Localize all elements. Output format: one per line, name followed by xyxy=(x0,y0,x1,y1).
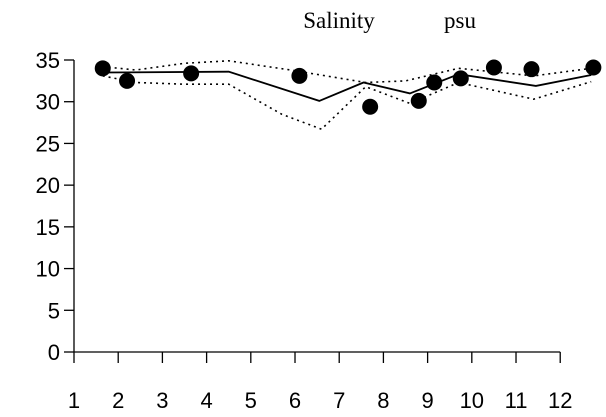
chart-unit: psu xyxy=(444,8,476,33)
x-tick-label-4: 4 xyxy=(200,388,212,413)
y-tick-label-10: 10 xyxy=(36,257,60,282)
y-tick-label-25: 25 xyxy=(36,131,60,156)
x-tick-label-1: 1 xyxy=(68,388,80,413)
x-tick-label-9: 9 xyxy=(421,388,433,413)
x-tick-label-2: 2 xyxy=(112,388,124,413)
y-tick-label-30: 30 xyxy=(36,90,60,115)
data-point-8 xyxy=(485,59,502,76)
series-line-solid xyxy=(102,70,592,102)
series-layer xyxy=(102,59,592,131)
data-point-9 xyxy=(523,61,540,78)
x-tick-label-8: 8 xyxy=(377,388,389,413)
x-tick-label-7: 7 xyxy=(333,388,345,413)
data-point-0 xyxy=(94,60,111,77)
data-point-4 xyxy=(362,98,379,115)
data-point-5 xyxy=(410,92,427,109)
points-layer xyxy=(94,59,602,115)
data-point-10 xyxy=(585,59,602,76)
x-tick-label-10: 10 xyxy=(460,388,484,413)
data-point-7 xyxy=(452,70,469,87)
data-point-1 xyxy=(119,72,136,89)
y-tick-label-15: 15 xyxy=(36,215,60,240)
chart-title: Salinity xyxy=(303,8,375,33)
y-tick-label-0: 0 xyxy=(48,340,60,365)
data-point-2 xyxy=(183,65,200,82)
x-tick-label-11: 11 xyxy=(505,388,528,413)
x-tick-label-6: 6 xyxy=(289,388,301,413)
data-point-3 xyxy=(291,67,308,84)
data-point-6 xyxy=(426,74,443,91)
y-tick-label-5: 5 xyxy=(48,298,60,323)
x-tick-label-3: 3 xyxy=(156,388,168,413)
y-tick-label-20: 20 xyxy=(36,173,60,198)
x-tick-label-5: 5 xyxy=(245,388,257,413)
series-line-dotted-lower xyxy=(102,75,592,131)
y-tick-label-35: 35 xyxy=(36,48,60,73)
x-tick-label-12: 12 xyxy=(548,388,572,413)
